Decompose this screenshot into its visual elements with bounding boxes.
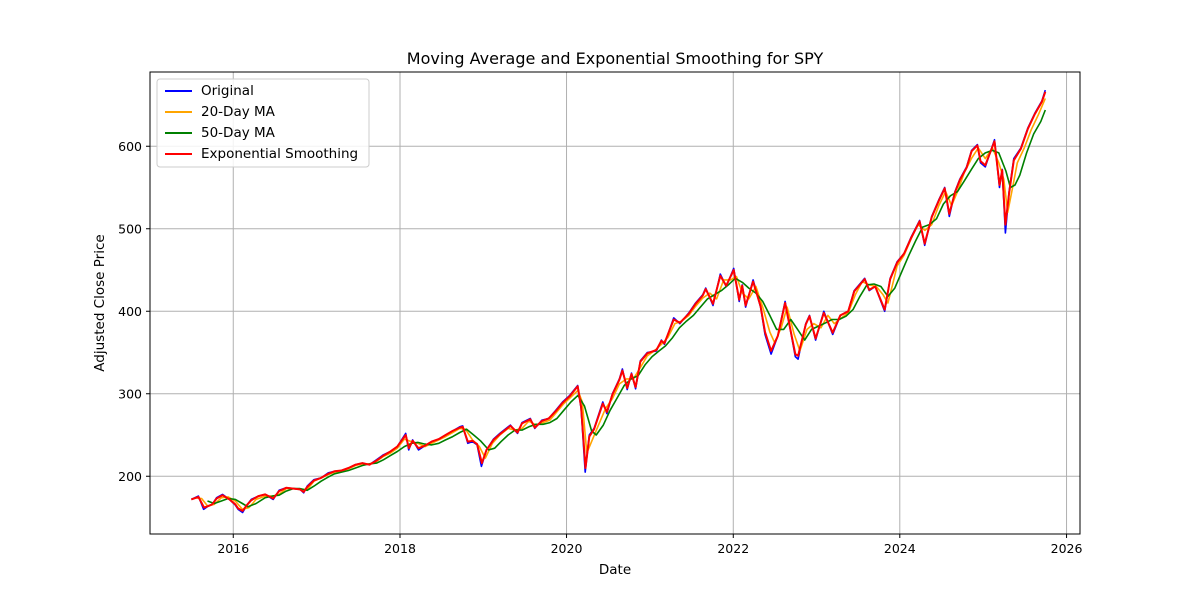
plot-frame [149, 71, 1081, 535]
series-line-50-day-ma [207, 109, 1047, 508]
y-tick-label: 600 [118, 139, 142, 154]
grid [150, 72, 1080, 534]
x-axis-label: Date [599, 562, 631, 578]
y-tick-label: 500 [118, 221, 142, 236]
x-tick-label: 2018 [384, 541, 416, 556]
legend-entry-20-day-ma: 20-Day MA [201, 104, 276, 120]
x-tick-label: 2026 [1051, 541, 1083, 556]
x-tick-label: 2024 [884, 541, 916, 556]
y-tick-label: 200 [118, 469, 142, 484]
legend: Original 20-Day MA 50-Day MA Exponential… [156, 78, 370, 168]
y-axis-label: Adjusted Close Price [92, 234, 108, 371]
legend-entry-exponential-smoothing: Exponential Smoothing [201, 146, 358, 162]
legend-box [156, 78, 370, 168]
y-tick-label: 300 [118, 386, 142, 401]
series-line-exponential-smoothing [190, 91, 1047, 512]
y-tick-label: 400 [118, 304, 142, 319]
x-tick-label: 2020 [551, 541, 583, 556]
axis-ticks: 2016 2018 2020 2022 2024 2026 200 300 400 500 600 [118, 139, 1082, 556]
x-tick-label: 2016 [217, 541, 249, 556]
x-tick-label: 2022 [717, 541, 749, 556]
series-lines [190, 89, 1047, 514]
legend-entry-original: Original [201, 83, 254, 99]
legend-entry-50-day-ma: 50-Day MA [201, 125, 276, 141]
chart-title: Moving Average and Exponential Smoothing… [407, 49, 824, 68]
